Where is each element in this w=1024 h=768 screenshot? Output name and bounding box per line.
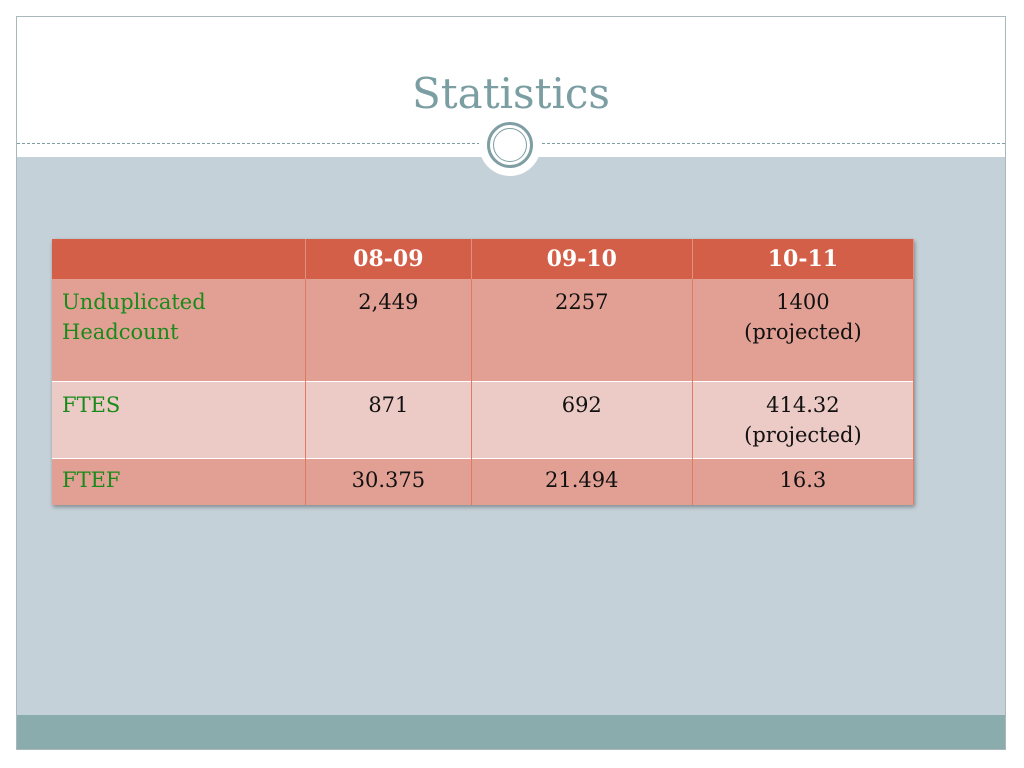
table-cell: 692 (471, 381, 693, 459)
row-label-ftes: FTES (52, 381, 307, 459)
table-row: FTEF 30.375 21.494 16.3 (52, 458, 915, 505)
table-cell: 414.32 (projected) (692, 381, 915, 459)
cell-value: 1400 (776, 290, 830, 314)
cell-note: (projected) (744, 320, 862, 344)
divider-ornament-inner-ring (493, 128, 527, 162)
table-row: FTES 871 692 414.32 (projected) (52, 381, 915, 459)
table-cell: 21.494 (471, 458, 693, 505)
header-cell-08-09: 08-09 (305, 239, 472, 279)
table-cell: 16.3 (692, 458, 915, 505)
footer-band (17, 715, 1005, 749)
header-cell-empty (52, 239, 307, 279)
header-cell-10-11: 10-11 (692, 239, 915, 279)
row-label-ftef: FTEF (52, 458, 307, 505)
cell-note: (projected) (744, 423, 862, 447)
table-cell: 2257 (471, 279, 693, 382)
header-cell-09-10: 09-10 (471, 239, 693, 279)
row-label-line: Unduplicated (62, 290, 206, 314)
statistics-table: 08-09 09-10 10-11 Unduplicated Headcount… (52, 239, 915, 505)
table-cell: 1400 (projected) (692, 279, 915, 382)
table-row: Unduplicated Headcount 2,449 2257 1400 (… (52, 279, 915, 382)
table-cell: 871 (305, 381, 472, 459)
slide-title: Statistics (412, 69, 610, 118)
table-cell: 2,449 (305, 279, 472, 382)
cell-value: 414.32 (766, 393, 840, 417)
table-cell: 30.375 (305, 458, 472, 505)
row-label-line: Headcount (62, 320, 179, 344)
table-header-row: 08-09 09-10 10-11 (52, 239, 915, 279)
row-label-unduplicated-headcount: Unduplicated Headcount (52, 279, 307, 382)
